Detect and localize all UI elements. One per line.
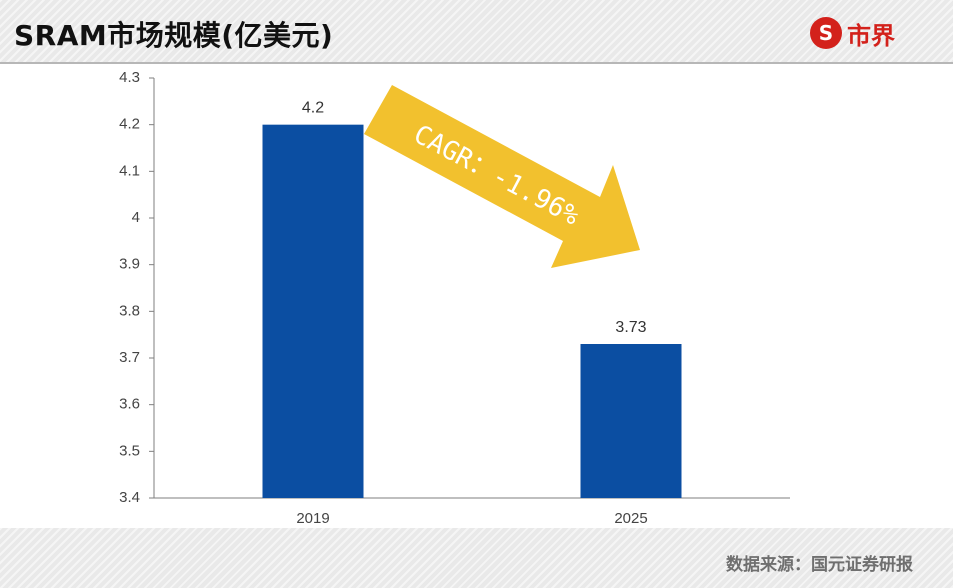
y-tick-label: 4 (132, 209, 140, 226)
y-axis-ticks: 3.4 3.5 3.6 3.7 3.8 3.9 4 4.1 4.2 4.3 (119, 69, 154, 506)
data-label-2025: 3.73 (615, 319, 646, 336)
y-tick-label: 3.6 (119, 396, 140, 413)
logo-icon: S (810, 17, 842, 49)
data-label-2019: 4.2 (302, 100, 324, 117)
source-note: 数据来源：国元证券研报 (726, 555, 913, 575)
bar-chart: 3.4 3.5 3.6 3.7 3.8 3.9 4 4.1 4.2 4.3 4.2 3.73 201… (119, 69, 790, 527)
data-labels: 4.2 3.73 (302, 100, 647, 336)
bar-2025 (580, 344, 682, 498)
y-tick-label: 3.7 (119, 349, 140, 366)
bar-series (262, 124, 682, 498)
y-tick-label: 3.4 (119, 489, 140, 506)
brand-logo: S 市界 (810, 16, 895, 50)
category-label-2025: 2025 (614, 510, 647, 527)
y-tick-label: 3.8 (119, 302, 140, 319)
y-tick-label: 4.3 (119, 69, 140, 86)
page-title: SRAM市场规模(亿美元) (14, 19, 334, 52)
logo-text: 市界 (847, 21, 895, 50)
y-tick-label: 3.9 (119, 256, 140, 273)
footer-bar: 数据来源：国元证券研报 (0, 528, 953, 588)
y-tick-label: 4.2 (119, 116, 140, 133)
y-tick-label: 3.5 (119, 442, 140, 459)
x-axis-categories: 2019 2025 (296, 510, 647, 527)
category-label-2019: 2019 (296, 510, 329, 527)
arrow-shape (364, 85, 640, 268)
header-divider (0, 62, 953, 64)
bar-2019 (262, 124, 364, 498)
header-bar: SRAM市场规模(亿美元) S 市界 (0, 0, 953, 62)
y-tick-label: 4.1 (119, 162, 140, 179)
cagr-arrow: CAGR：-1.96% (364, 85, 640, 268)
